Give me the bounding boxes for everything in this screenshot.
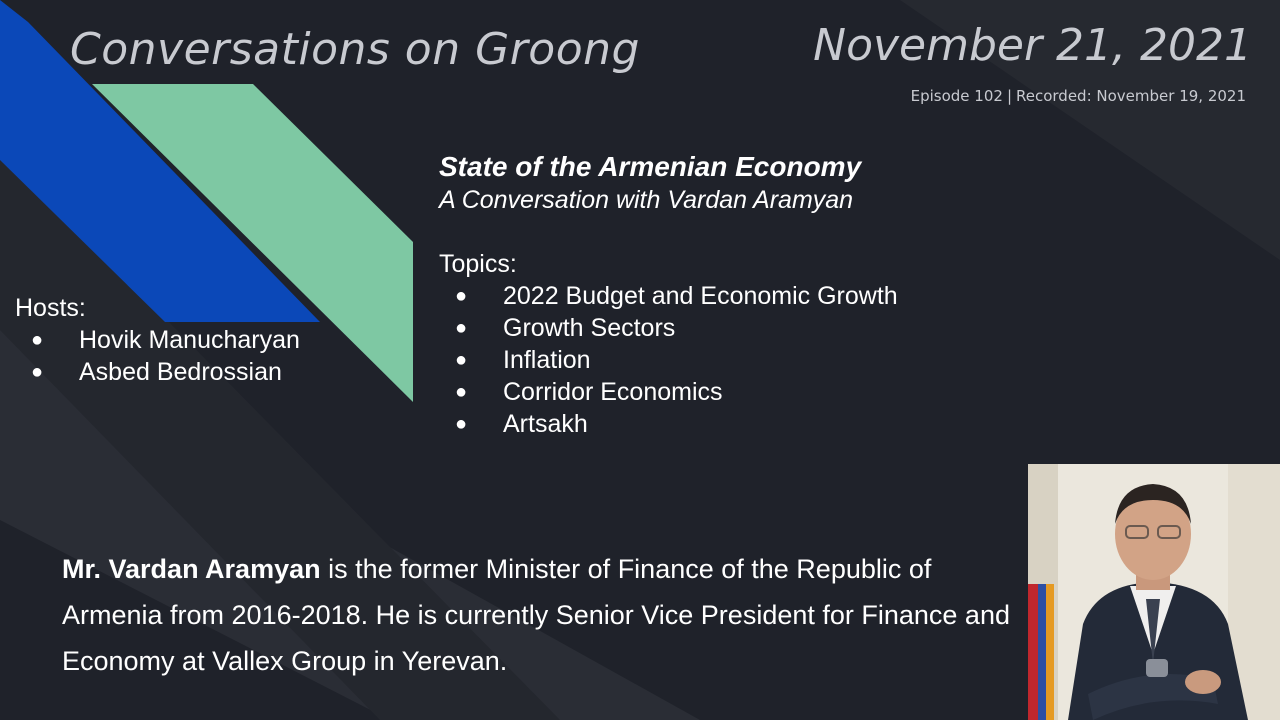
guest-portrait [1028,464,1280,720]
topic-item: ● Inflation [439,344,898,376]
host-item: ● Hovik Manucharyan [15,324,300,356]
topic-item: ● Corridor Economics [439,376,898,408]
bullet-icon: ● [455,349,468,371]
bullet-icon: ● [455,317,468,339]
topics-list: ● 2022 Budget and Economic Growth ● Growth… [439,280,898,440]
bullet-icon: ● [455,413,468,435]
episode-separator: | [1006,87,1012,105]
blue-stripe [0,0,320,322]
bullet-icon: ● [31,361,44,383]
episode-number: Episode 102 [910,87,1003,105]
episode-info: Episode 102 | Recorded: November 19, 2021 [911,87,1246,105]
host-name: Hovik Manucharyan [79,326,300,354]
topic-item: ● 2022 Budget and Economic Growth [439,280,898,312]
recorded-date: Recorded: November 19, 2021 [1016,87,1246,105]
topic-item-label: Inflation [503,346,591,374]
show-title: Conversations on Groong [70,24,640,75]
guest-photo [1028,464,1280,720]
topic-item-label: Artsakh [503,410,588,438]
bullet-icon: ● [455,285,468,307]
topic-block: State of the Armenian Economy A Conversa… [439,150,898,440]
bullet-icon: ● [31,329,44,351]
guest-bio-text: is the former Minister of Finance of the… [62,554,1010,676]
topics-heading: Topics: [439,250,517,278]
guest-name: Mr. Vardan Aramyan [62,554,321,584]
green-stripe [92,84,413,402]
hosts-heading: Hosts: [15,294,86,322]
topic-item: ● Growth Sectors [439,312,898,344]
episode-title: State of the Armenian Economy [439,151,862,182]
host-item: ● Asbed Bedrossian [15,356,300,388]
guest-bio: Mr. Vardan Aramyan is the former Ministe… [62,546,1012,684]
hosts-list: ● Hovik Manucharyan ● Asbed Bedrossian [15,324,300,388]
bullet-icon: ● [455,381,468,403]
topic-item: ● Artsakh [439,408,898,440]
topic-item-label: Corridor Economics [503,378,723,406]
topic-item-label: 2022 Budget and Economic Growth [503,282,898,310]
episode-subtitle: A Conversation with Vardan Aramyan [439,186,854,214]
hosts-block: Hosts: ● Hovik Manucharyan ● Asbed Bedross… [15,292,300,388]
bg-band-dark-2 [900,0,1280,260]
episode-date: November 21, 2021 [813,20,1252,71]
topic-item-label: Growth Sectors [503,314,676,342]
host-name: Asbed Bedrossian [79,358,282,386]
